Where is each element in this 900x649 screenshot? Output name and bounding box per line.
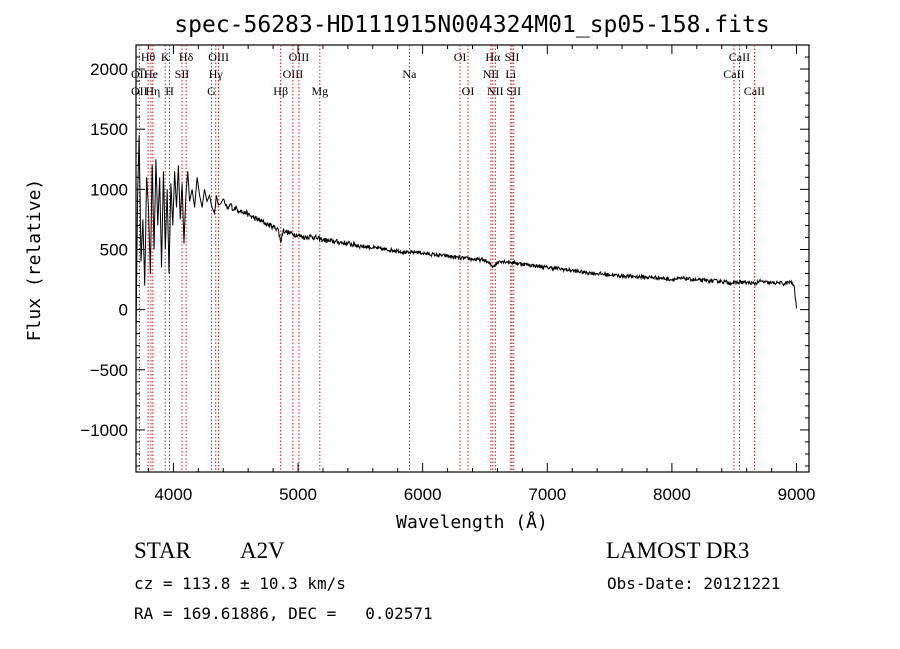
redshift-value: cz = 113.8 ± 10.3 km/s xyxy=(134,574,346,593)
line-marker-label: Hα xyxy=(485,50,501,64)
y-tick-label: 1000 xyxy=(90,180,128,199)
line-marker-label: K xyxy=(161,50,170,64)
line-marker-label: SII xyxy=(175,67,190,81)
line-marker-label: CaII xyxy=(744,84,765,98)
line-marker-label: OI xyxy=(454,50,467,64)
y-axis-ticks: 2000 1500 1000 500 0 −500 −1000 xyxy=(80,56,809,467)
x-axis-ticks: 4000 5000 6000 7000 8000 9000 xyxy=(147,45,816,504)
line-marker-label: SII xyxy=(506,84,521,98)
y-tick-label: −1000 xyxy=(80,421,128,440)
line-marker-label: Hγ xyxy=(209,67,224,81)
line-marker-label: OIII xyxy=(289,50,310,64)
y-tick-label: −500 xyxy=(90,361,128,380)
line-marker-label: Hδ xyxy=(179,50,194,64)
obs-date: Obs-Date: 20121221 xyxy=(607,574,781,593)
x-tick-label: 5000 xyxy=(279,485,317,504)
x-tick-label: 9000 xyxy=(778,485,816,504)
y-tick-label: 2000 xyxy=(90,60,128,79)
object-subclass: A2V xyxy=(240,538,285,563)
line-marker-label: NII xyxy=(483,67,500,81)
spectrum-flux-line xyxy=(135,135,797,340)
x-tick-label: 6000 xyxy=(404,485,442,504)
y-tick-label: 0 xyxy=(119,301,128,320)
line-marker-label: Li xyxy=(505,67,516,81)
line-marker-label: He xyxy=(144,67,158,81)
x-tick-label: 4000 xyxy=(154,485,192,504)
line-marker-label: OI xyxy=(462,84,475,98)
x-tick-label: 8000 xyxy=(653,485,691,504)
line-marker-label: Hθ xyxy=(141,50,156,64)
chart-title: spec-56283-HD111915N004324M01_sp05-158.f… xyxy=(174,12,769,38)
y-tick-label: 500 xyxy=(100,240,128,259)
y-tick-label: 1500 xyxy=(90,120,128,139)
line-marker-label: Mg xyxy=(311,84,328,98)
y-axis-label: Flux (relative) xyxy=(24,179,45,342)
line-marker-label: Hβ xyxy=(273,84,288,98)
x-axis-label: Wavelength (Å) xyxy=(396,511,548,533)
x-tick-label: 7000 xyxy=(528,485,566,504)
line-marker-label: CaII xyxy=(729,50,750,64)
line-marker-label: NII xyxy=(487,84,504,98)
line-marker-label: Hη xyxy=(145,84,160,98)
line-marker-label: OII xyxy=(131,67,148,81)
line-marker-lines xyxy=(138,45,755,472)
line-marker-label: H xyxy=(165,84,174,98)
line-marker-label: OIII xyxy=(208,50,229,64)
survey-name: LAMOST DR3 xyxy=(606,538,750,563)
line-marker-label: OIII xyxy=(283,67,304,81)
coordinates: RA = 169.61886, DEC = 0.02571 xyxy=(134,604,433,623)
line-marker-label: CaII xyxy=(723,67,744,81)
line-marker-label: Na xyxy=(402,67,417,81)
line-marker-label: G xyxy=(207,84,216,98)
line-marker-label: SII xyxy=(505,50,520,64)
line-marker-label: OII xyxy=(131,84,148,98)
object-class: STAR xyxy=(134,538,191,563)
